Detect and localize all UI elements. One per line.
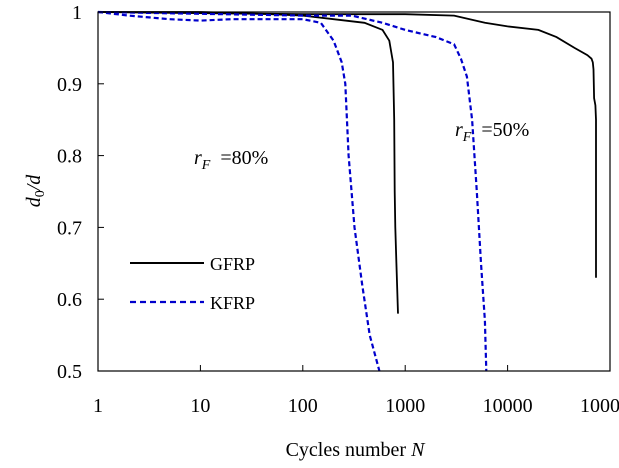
series-line-kfrp-3 bbox=[97, 10, 488, 372]
y-tick-label: 0.6 bbox=[57, 289, 82, 311]
x-tick-label: 100000 bbox=[580, 395, 619, 417]
y-axis-label: d0/d bbox=[23, 174, 48, 208]
series-line-kfrp-2 bbox=[97, 10, 381, 372]
y-tick-label: 0.5 bbox=[57, 361, 82, 383]
x-axis-label: Cycles number N bbox=[286, 439, 427, 461]
y-tick-label: 0.9 bbox=[57, 74, 82, 96]
x-tick-label: 1000 bbox=[385, 395, 425, 417]
legend-gfrp-label: GFRP bbox=[210, 254, 255, 274]
annotation-rf-50: rF =50% bbox=[455, 119, 529, 145]
x-tick-label: 10000 bbox=[483, 395, 533, 417]
plot-frame bbox=[97, 11, 611, 372]
legend-kfrp-label: KFRP bbox=[210, 293, 255, 313]
x-tick-label: 10 bbox=[190, 395, 210, 417]
y-tick-label: 0.7 bbox=[57, 217, 82, 239]
series-line-gfrp-1 bbox=[97, 11, 597, 278]
x-tick-label: 100 bbox=[288, 395, 318, 417]
annotation-rf-80: rF =80% bbox=[194, 147, 268, 173]
plot-lines bbox=[97, 10, 597, 372]
y-tick-label: 1 bbox=[72, 2, 82, 24]
y-tick-label: 0.8 bbox=[57, 146, 82, 168]
x-tick-label: 1 bbox=[93, 395, 103, 417]
axis-ticks: 1 10 100 1000 10000 100000 0.5 0.6 0.7 0.8 0.9 1 bbox=[57, 2, 619, 417]
legend: GFRP KFRP bbox=[130, 254, 255, 313]
